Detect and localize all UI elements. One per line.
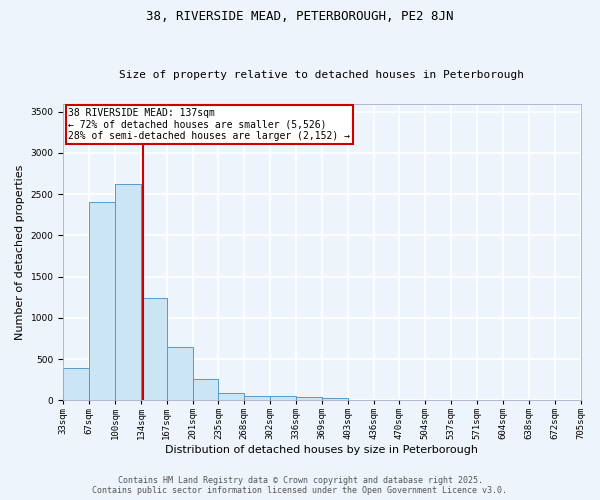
Bar [63, 368, 89, 400]
Bar [193, 379, 218, 400]
Bar [296, 398, 322, 400]
Bar [115, 184, 141, 400]
Y-axis label: Number of detached properties: Number of detached properties [15, 164, 25, 340]
Text: 38, RIVERSIDE MEAD, PETERBOROUGH, PE2 8JN: 38, RIVERSIDE MEAD, PETERBOROUGH, PE2 8J… [146, 10, 454, 23]
Bar [167, 348, 193, 400]
Bar [322, 398, 348, 400]
Bar [244, 396, 270, 400]
Bar [218, 393, 244, 400]
Bar [141, 298, 167, 400]
Title: Size of property relative to detached houses in Peterborough: Size of property relative to detached ho… [119, 70, 524, 81]
Text: Contains HM Land Registry data © Crown copyright and database right 2025.
Contai: Contains HM Land Registry data © Crown c… [92, 476, 508, 495]
Text: 38 RIVERSIDE MEAD: 137sqm
← 72% of detached houses are smaller (5,526)
28% of se: 38 RIVERSIDE MEAD: 137sqm ← 72% of detac… [68, 108, 350, 141]
Bar [270, 396, 296, 400]
Bar [89, 202, 115, 400]
X-axis label: Distribution of detached houses by size in Peterborough: Distribution of detached houses by size … [166, 445, 478, 455]
